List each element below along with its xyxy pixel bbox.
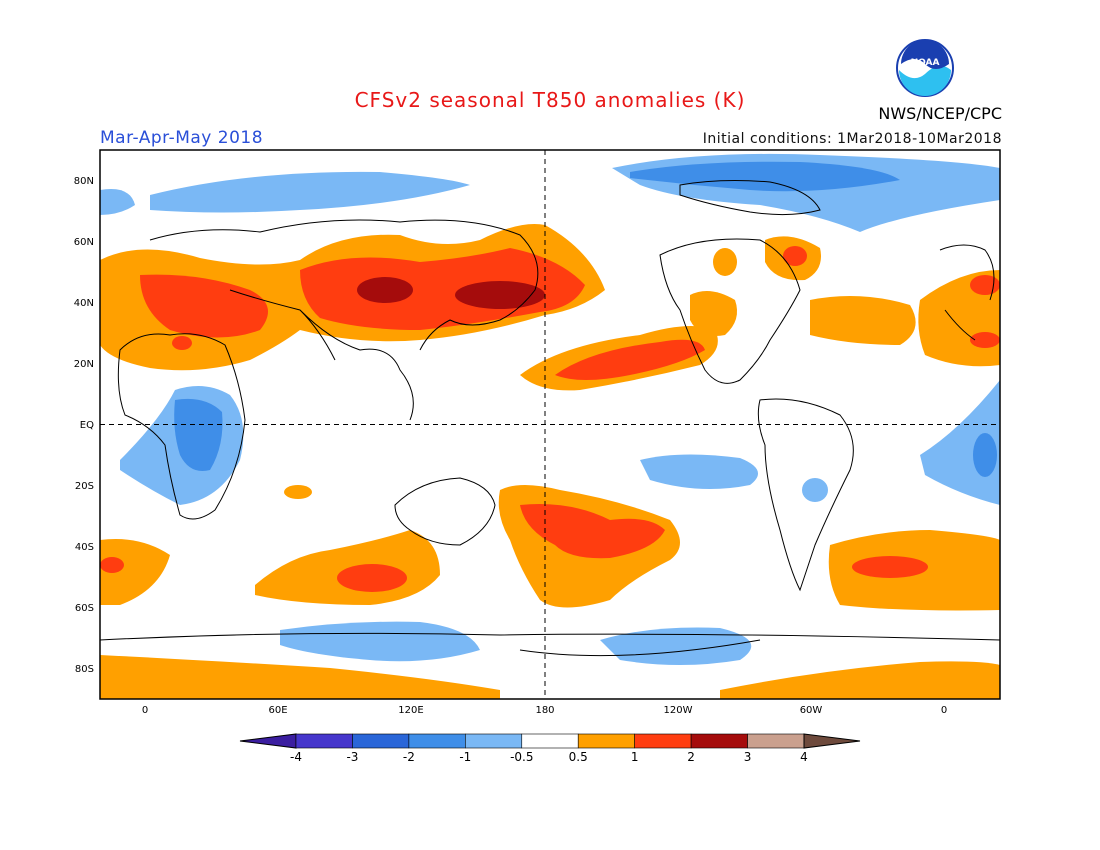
siberia-cold-anomaly: [150, 171, 470, 213]
lon-label: 60E: [268, 705, 287, 716]
atlantic-cold-core: [973, 433, 997, 477]
lat-label: EQ: [80, 420, 94, 431]
s-atlantic-warm-core: [852, 556, 928, 578]
antarctic-cold-anomaly: [280, 621, 480, 662]
arctic-west-cold: [100, 189, 135, 215]
n-atlantic-warm-anomaly: [810, 296, 916, 345]
lat-label: 40S: [75, 542, 94, 553]
chart-title: CFSv2 seasonal T850 anomalies (K): [354, 88, 746, 112]
colorbar-segment: [521, 733, 579, 749]
colorbar-segment: [577, 733, 635, 749]
ross-sea-cold-anomaly: [600, 627, 752, 665]
indian-ocean-warm-core: [337, 564, 407, 592]
sw-indian-warm-core: [100, 557, 124, 573]
africa-cold-core: [174, 398, 223, 471]
e-pacific-cold-anomaly: [640, 454, 758, 489]
mongolia-max-anomaly: [357, 277, 413, 303]
colorbar-label: -3: [346, 750, 358, 764]
coastlines: [100, 180, 1000, 657]
antarctic-warm-anomaly: [100, 655, 500, 699]
lat-label: 40N: [74, 298, 94, 309]
colorbar-segment: [747, 733, 805, 749]
colorbar-segment: [634, 733, 692, 749]
lon-axis: 0 60E 120E 180 120W 60W 0: [142, 705, 947, 716]
noaa-logo-icon: NOAA: [896, 39, 954, 97]
colorbar-label: -4: [290, 750, 302, 764]
lon-label: 0: [142, 705, 148, 716]
lon-label: 0: [941, 705, 947, 716]
w-us-warm-anomaly: [690, 291, 738, 336]
s-pacific-warm-core: [520, 504, 665, 559]
lon-label: 120W: [664, 705, 693, 716]
initial-conditions-label: Initial conditions: 1Mar2018-10Mar2018: [702, 131, 1002, 147]
antarctic-east-warm: [720, 661, 1000, 699]
lat-label: 80S: [75, 664, 94, 675]
hudson-warm-anomaly: [713, 248, 737, 276]
colorbar-label: -2: [403, 750, 415, 764]
w-europe-warm-core: [970, 275, 1000, 295]
colorbar-segment: [690, 733, 748, 749]
logo-text: NOAA: [911, 58, 940, 68]
colorbar-label: -1: [459, 750, 471, 764]
colorbar-segment: [295, 733, 353, 749]
ne-pacific-warm-core: [555, 339, 705, 380]
lon-label: 60W: [800, 705, 823, 716]
lat-axis: 80N 60N 40N 20N EQ 20S 40S 60S 80S: [74, 176, 94, 675]
colorbar-label: 3: [744, 750, 752, 764]
e-atlantic-warm-core: [970, 332, 1000, 348]
s-america-cold-anomaly: [802, 478, 828, 502]
sw-indian-warm-anomaly: [100, 539, 170, 605]
lon-label: 180: [535, 705, 554, 716]
asia-warm-core: [300, 248, 585, 330]
arctic-cold-core: [630, 161, 900, 192]
nw-pacific-max-anomaly: [455, 281, 545, 309]
lat-label: 80N: [74, 176, 94, 187]
colorbar: -4 -3 -2 -1 -0.5 0.5 1 2 3 4: [239, 733, 861, 764]
colorbar-max-arrow: [803, 733, 861, 749]
colorbar-segment: [465, 733, 523, 749]
n-africa-warm-core: [172, 336, 192, 350]
colorbar-min-arrow: [239, 733, 297, 749]
e-indian-warm-anomaly: [284, 485, 312, 499]
colorbar-label: 0.5: [569, 750, 588, 764]
lon-label: 120E: [398, 705, 423, 716]
agency-label: NWS/NCEP/CPC: [878, 104, 1002, 123]
lat-label: 60S: [75, 603, 94, 614]
lat-label: 60N: [74, 237, 94, 248]
colorbar-label: 1: [631, 750, 639, 764]
season-label: Mar-Apr-May 2018: [100, 128, 264, 148]
colorbar-segment: [352, 733, 410, 749]
labrador-warm-core: [783, 246, 807, 266]
colorbar-segment: [408, 733, 466, 749]
eurasia-warm-core: [140, 274, 268, 338]
colorbar-label: 2: [687, 750, 695, 764]
lat-label: 20S: [75, 481, 94, 492]
colorbar-label: -0.5: [510, 750, 533, 764]
lat-label: 20N: [74, 359, 94, 370]
colorbar-label: 4: [800, 750, 808, 764]
